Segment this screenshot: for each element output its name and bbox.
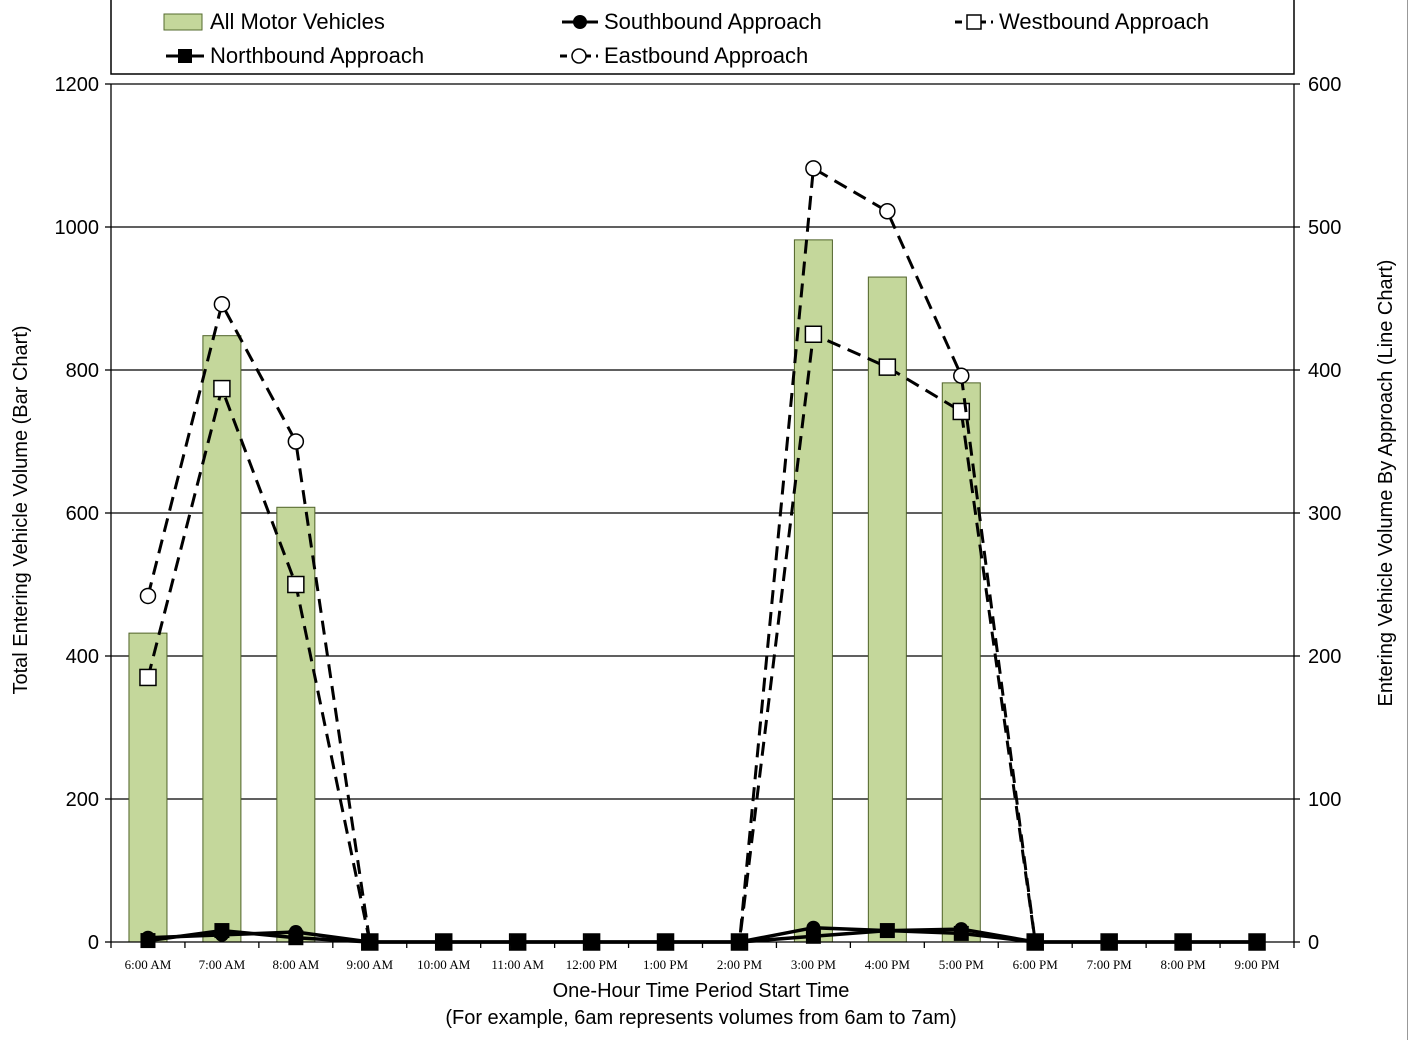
x-tick-label: 2:00 PM [717, 957, 763, 972]
x-tick-label: 3:00 PM [791, 957, 837, 972]
point-northbound [953, 925, 969, 941]
point-eastbound [879, 203, 896, 220]
x-axis-note: (For example, 6am represents volumes fro… [445, 1007, 956, 1029]
y-right-tick-label: 300 [1308, 503, 1341, 525]
legend-swatch-bars [163, 13, 203, 31]
legend-box [110, 0, 1295, 75]
point-westbound [878, 358, 897, 376]
y-left-axis-title: Total Entering Vehicle Volume (Bar Chart… [10, 325, 32, 694]
point-northbound [140, 933, 156, 949]
x-tick-label: 9:00 PM [1234, 957, 1280, 972]
x-axis-title: One-Hour Time Period Start Time [553, 980, 850, 1002]
point-eastbound [287, 433, 305, 450]
x-tick-label: 10:00 AM [417, 957, 471, 972]
y-right-tick-label: 200 [1308, 646, 1341, 668]
line-westbound [146, 332, 1257, 944]
y-right-axis-title: Entering Vehicle Volume By Approach (Lin… [1375, 260, 1397, 707]
point-westbound [287, 575, 305, 594]
x-tick-label: 7:00 AM [199, 957, 246, 972]
page-edge-rule [1407, 0, 1408, 1040]
bar-all-motor-vehicles [276, 506, 316, 943]
y-right-tick-label: 500 [1308, 217, 1341, 239]
y-left-tick-label: 1200 [55, 74, 100, 96]
point-eastbound [213, 295, 231, 313]
x-tick-label: 12:00 PM [566, 957, 618, 972]
point-westbound [139, 668, 157, 687]
point-eastbound [805, 160, 822, 177]
x-tick-label: 4:00 PM [865, 957, 911, 972]
bar-all-motor-vehicles [202, 335, 242, 943]
y-left-tick-label: 800 [66, 360, 99, 382]
x-tick-label: 7:00 PM [1087, 957, 1133, 972]
y-left-tick-label: 200 [66, 789, 99, 811]
x-tick-label: 8:00 PM [1161, 957, 1207, 972]
legend-marker-northbound [178, 49, 192, 63]
axes: 0 200 400 600 800 1000 1200 0 100 200 300 400 500 600… [55, 74, 1342, 972]
bar-series [128, 239, 981, 943]
legend-label-bars: All Motor Vehicles [210, 9, 385, 34]
legend-marker-eastbound [571, 48, 587, 64]
y-right-tick-label: 0 [1308, 932, 1319, 954]
y-left-tick-label: 600 [66, 503, 99, 525]
line-series [139, 160, 1266, 951]
x-tick-label: 1:00 PM [643, 957, 689, 972]
point-westbound [804, 325, 823, 343]
legend-marker-westbound [966, 14, 982, 30]
x-tick-label: 11:00 AM [491, 957, 544, 972]
bar-all-motor-vehicles [867, 276, 907, 943]
legend-label-eastbound: Eastbound Approach [604, 43, 808, 68]
legend: All Motor Vehicles Southbound Approach W… [110, 0, 1295, 75]
x-tick-label: 9:00 AM [346, 957, 393, 972]
point-northbound [288, 930, 304, 946]
point-eastbound [139, 587, 157, 605]
legend-label-northbound: Northbound Approach [210, 43, 424, 68]
point-northbound [879, 923, 895, 939]
point-northbound [214, 923, 230, 939]
bar-all-motor-vehicles [793, 239, 833, 943]
legend-label-southbound: Southbound Approach [604, 9, 822, 34]
y-right-tick-label: 100 [1308, 789, 1341, 811]
x-tick-label: 5:00 PM [939, 957, 985, 972]
point-westbound [213, 379, 231, 398]
y-right-tick-label: 600 [1308, 74, 1341, 96]
x-tick-label: 6:00 AM [125, 957, 172, 972]
legend-label-westbound: Westbound Approach [999, 9, 1209, 34]
y-right-tick-label: 400 [1308, 360, 1341, 382]
point-northbound [805, 928, 821, 944]
y-left-tick-label: 400 [66, 646, 99, 668]
x-tick-label: 8:00 AM [273, 957, 320, 972]
y-left-tick-label: 0 [88, 932, 99, 954]
point-eastbound [953, 367, 970, 384]
y-left-tick-label: 1000 [55, 217, 100, 239]
x-tick-label: 6:00 PM [1013, 957, 1059, 972]
legend-marker-southbound [573, 15, 587, 29]
